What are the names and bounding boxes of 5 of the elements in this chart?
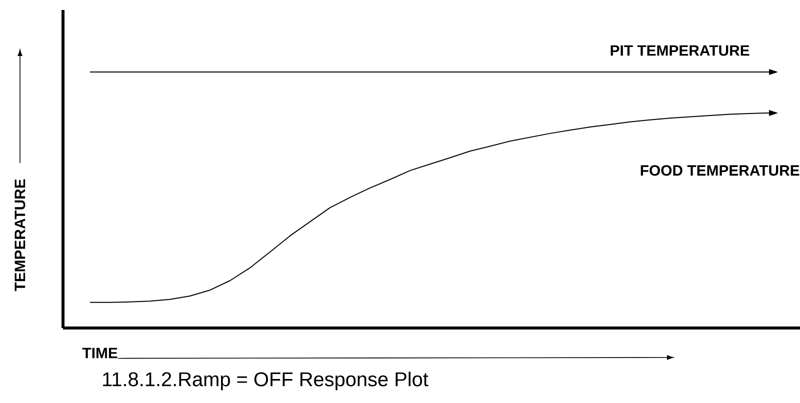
y-axis-title: TEMPERATURE [14, 179, 26, 292]
series-label: PIT TEMPERATURE [610, 45, 750, 56]
text: FOOD TEMPERATURE [640, 165, 800, 176]
x-axis-title: TIME [82, 348, 118, 358]
text: 11.8.1.2.Ramp = OFF Response Plot [103, 372, 428, 390]
